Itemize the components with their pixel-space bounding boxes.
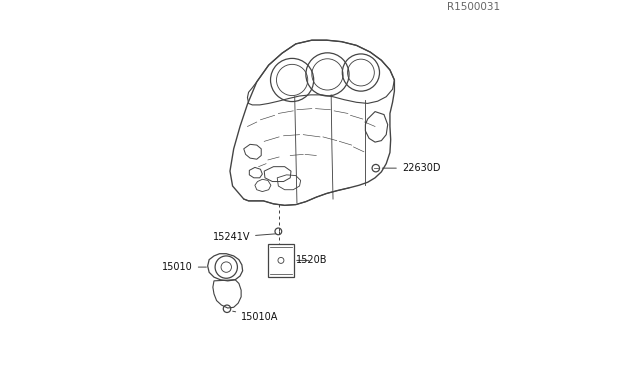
Bar — [268, 244, 294, 277]
Text: 1520B: 1520B — [296, 256, 327, 265]
Text: 22630D: 22630D — [382, 163, 440, 173]
Text: 15010: 15010 — [162, 262, 206, 272]
Text: 15010A: 15010A — [233, 311, 278, 322]
Text: R1500031: R1500031 — [447, 2, 500, 12]
Text: 15241V: 15241V — [212, 232, 276, 242]
